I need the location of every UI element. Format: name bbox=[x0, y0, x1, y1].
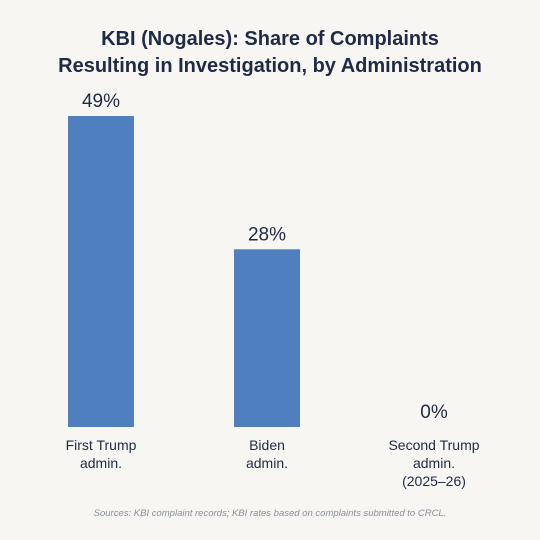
bar-1 bbox=[234, 249, 300, 427]
category-label-2-0: Second Trump bbox=[388, 437, 479, 453]
bar-0 bbox=[68, 116, 134, 427]
source-note: Sources: KBI complaint records; KBI rate… bbox=[93, 508, 447, 519]
chart-title-line-1: KBI (Nogales): Share of Complaints bbox=[101, 28, 439, 50]
category-label-0-1: admin. bbox=[80, 455, 122, 471]
category-label-1-0: Biden bbox=[249, 437, 285, 453]
chart-title-line-2: Resulting in Investigation, by Administr… bbox=[58, 55, 482, 77]
category-label-2-1: admin. bbox=[413, 455, 455, 471]
category-label-0-0: First Trump bbox=[66, 437, 137, 453]
category-label-2-2: (2025–26) bbox=[402, 473, 466, 489]
value-label-2: 0% bbox=[420, 402, 448, 423]
value-label-0: 49% bbox=[82, 91, 120, 112]
value-label-1: 28% bbox=[248, 224, 286, 245]
category-label-1-1: admin. bbox=[246, 455, 288, 471]
chart-title: KBI (Nogales): Share of Complaints Resul… bbox=[0, 26, 540, 80]
